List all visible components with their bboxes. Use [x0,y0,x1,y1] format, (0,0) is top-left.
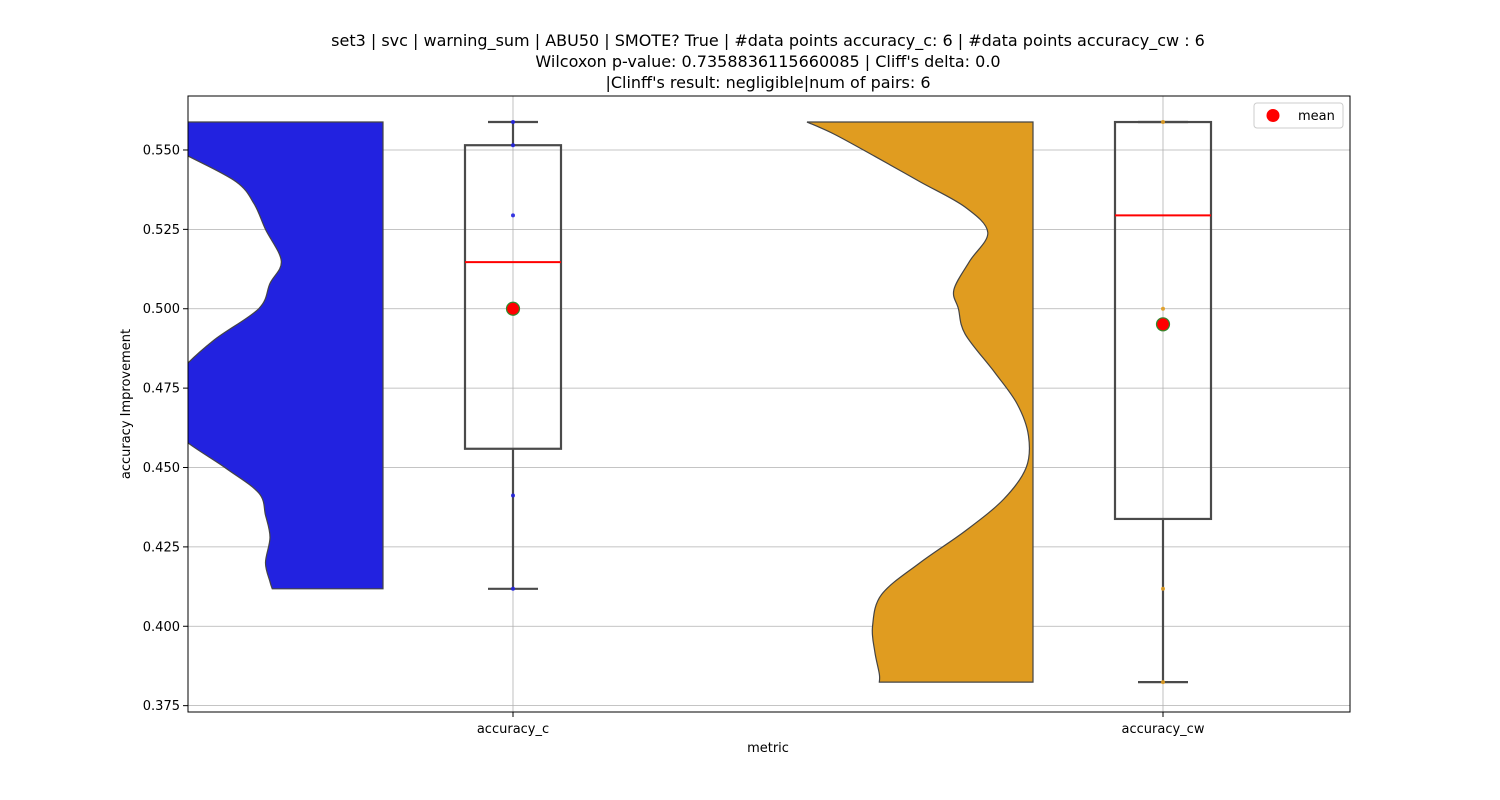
mean-marker [1155,317,1171,332]
x-tick-label: accuracy_cw [1122,722,1205,737]
data-point [1161,586,1165,591]
y-tick-label: 0.450 [143,461,180,476]
mean-marker [505,301,521,316]
y-axis: 0.375 0.400 0.425 0.450 0.475 0.500 0.525 0.550 [143,143,188,714]
y-tick-label: 0.550 [143,143,180,158]
title-line-1: set3 | svc | warning_sum | ABU50 | SMOTE… [331,31,1205,51]
box-accuracy_c [463,120,563,591]
violin-layer [188,121,1034,683]
x-axis-label: metric [747,741,789,756]
chart-title: set3 | svc | warning_sum | ABU50 | SMOTE… [331,31,1205,92]
y-tick-label: 0.425 [143,540,180,555]
violin-accuracy_c [188,121,384,590]
title-line-3: |Clinff's result: negligible|num of pair… [605,73,930,92]
y-tick-label: 0.375 [143,699,180,714]
y-tick-label: 0.475 [143,382,180,397]
legend-mean-marker [1266,109,1280,122]
y-axis-label: accuracy Improvement [119,329,134,479]
data-point [1161,120,1165,125]
y-tick-label: 0.400 [143,620,180,635]
data-point [1161,306,1165,311]
violin-shape [806,121,1034,683]
legend-box [1253,102,1344,129]
x-axis: accuracy_c accuracy_cw [477,712,1205,737]
box-layer [463,120,1213,685]
data-point [511,213,515,218]
title-line-2: Wilcoxon p-value: 0.7358836115660085 | C… [535,52,1000,71]
data-point [1161,680,1165,685]
y-tick-label: 0.500 [143,302,180,317]
y-tick-label: 0.525 [143,223,180,238]
legend: mean [1253,102,1344,129]
violin-shape [188,121,384,590]
plot-frame [187,95,1351,713]
data-point [511,143,515,148]
x-tick-label: accuracy_c [477,722,549,737]
box-accuracy_cw [1113,120,1213,685]
legend-mean-label: mean [1298,109,1335,124]
violin-accuracy_cw [806,121,1034,683]
data-point [511,120,515,125]
data-point [511,493,515,498]
data-point [511,586,515,591]
